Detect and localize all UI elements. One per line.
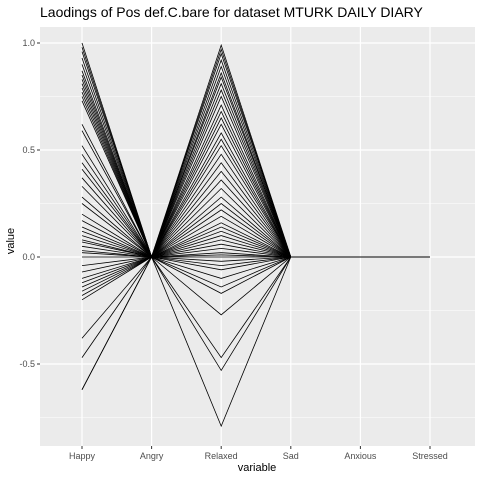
x-tick-label-stressed: Stressed xyxy=(412,451,448,461)
y-tick-label-3: -0.5 xyxy=(19,359,35,369)
plot-panel xyxy=(40,27,475,446)
x-axis-title: variable xyxy=(238,462,277,474)
y-tick-label-2: 0.0 xyxy=(22,252,35,262)
x-tick-label-angry: Angry xyxy=(140,451,164,461)
x-tick-label-anxious: Anxious xyxy=(344,451,377,461)
series-line-46 xyxy=(81,256,430,428)
y-tick-label-0: 1.0 xyxy=(22,38,35,48)
series-lines xyxy=(81,42,430,428)
x-axis: Happy Angry Relaxed Sad Anxious Stressed xyxy=(69,446,448,461)
y-axis: 1.0 0.5 0.0 -0.5 xyxy=(19,38,40,369)
chart-title: Laodings of Pos def.C.bare for dataset M… xyxy=(40,4,424,20)
y-tick-label-1: 0.5 xyxy=(22,145,35,155)
y-axis-title: value xyxy=(5,228,17,254)
x-tick-label-sad: Sad xyxy=(283,451,299,461)
x-tick-label-happy: Happy xyxy=(69,451,96,461)
x-tick-label-relaxed: Relaxed xyxy=(205,451,238,461)
